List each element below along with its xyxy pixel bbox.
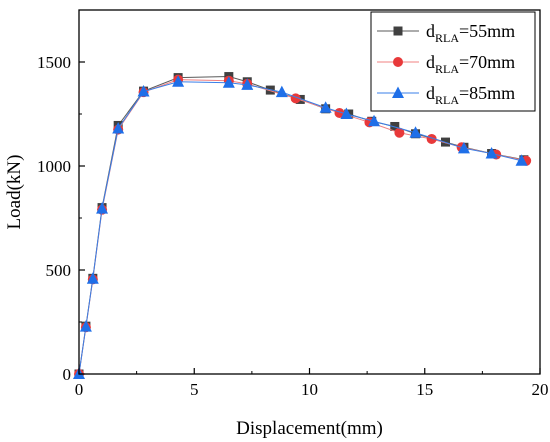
data-point (390, 121, 400, 131)
legend-entry: dRLA=70mm (377, 52, 515, 76)
x-tick-label: 20 (532, 380, 549, 399)
data-point (368, 114, 381, 127)
x-axis-label: Displacement(mm) (236, 418, 383, 439)
x-tick-label: 5 (190, 380, 199, 399)
series-3 (73, 75, 528, 379)
plot-area (73, 72, 532, 379)
y-tick-label: 500 (46, 261, 72, 280)
series-2 (74, 74, 532, 379)
data-point (86, 272, 99, 284)
legend-label: dRLA=55mm (426, 21, 515, 45)
x-tick-label: 10 (301, 380, 318, 399)
data-point (457, 141, 470, 154)
legend-label: dRLA=85mm (426, 83, 515, 107)
data-point (409, 126, 422, 138)
legend-entry: dRLA=85mm (377, 83, 515, 107)
series-line (78, 81, 522, 375)
data-point (222, 76, 235, 88)
data-point (485, 147, 498, 159)
y-tick-label: 0 (63, 365, 72, 384)
x-tick-label: 0 (75, 380, 84, 399)
series-line (78, 76, 524, 375)
x-tick-label: 15 (416, 380, 433, 399)
legend-marker (393, 57, 403, 67)
data-point (275, 85, 288, 98)
data-point (394, 127, 405, 138)
series-1 (74, 72, 529, 379)
data-point (172, 75, 185, 87)
y-tick-label: 1500 (37, 53, 71, 72)
data-point (334, 107, 345, 118)
data-point (426, 133, 437, 144)
legend-entry: dRLA=55mm (377, 21, 515, 45)
data-point (96, 202, 109, 214)
data-point (241, 78, 254, 90)
y-axis-label: Load(kN) (4, 155, 25, 230)
series-line (78, 79, 527, 375)
legend-marker (392, 86, 404, 98)
data-point (112, 122, 125, 134)
data-point (79, 320, 92, 332)
legend: dRLA=55mm dRLA=70mm dRLA=85mm (370, 11, 536, 112)
y-tick-label: 1000 (37, 157, 71, 176)
data-point (515, 154, 528, 166)
legend-marker (393, 26, 403, 36)
legend-label: dRLA=70mm (426, 52, 515, 76)
data-point (137, 85, 150, 97)
axes: 0 5 10 15 20 0 500 1000 1500 (37, 9, 549, 399)
data-point (319, 101, 332, 113)
data-point (340, 107, 353, 119)
